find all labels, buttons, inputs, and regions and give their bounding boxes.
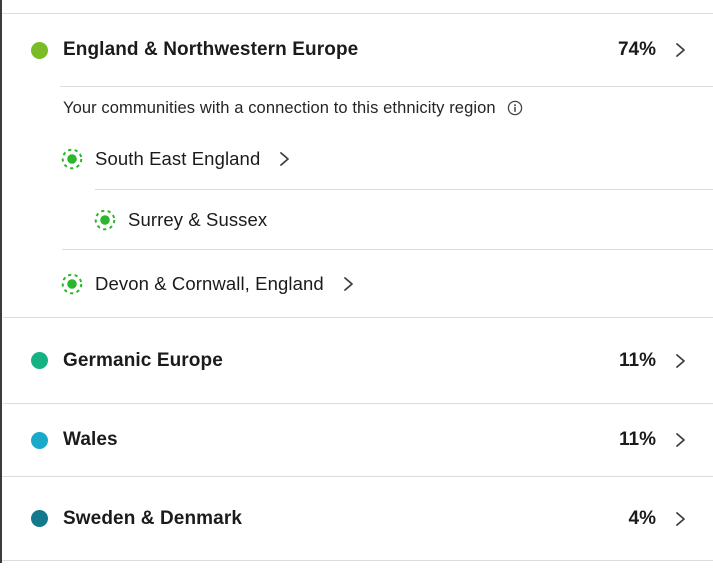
region-percent: 11% [619,349,656,371]
community-dashed-dot-icon [61,148,83,170]
community-row-surrey-sussex[interactable]: Surrey & Sussex [0,190,713,249]
region-percent: 11% [619,429,656,450]
community-row-south-east-england[interactable]: South East England [0,129,713,189]
divider [60,86,713,87]
top-spacer [0,0,713,13]
community-name: Surrey & Sussex [128,208,268,230]
communities-note-label: Your communities with a connection to th… [63,98,496,117]
region-color-dot [31,431,48,449]
region-percent: 4% [628,507,656,529]
panel-left-border [0,0,2,563]
region-row-wales[interactable]: Wales 11% [0,404,713,476]
chevron-right-icon [280,152,290,166]
divider [3,317,713,318]
region-color-dot [31,41,48,59]
region-name: Sweden & Denmark [63,507,242,529]
communities-note-row: Your communities with a connection to th… [0,87,713,129]
divider [0,560,713,561]
community-name: Devon & Cornwall, England [95,272,324,294]
region-percent: 74% [617,39,656,60]
chevron-right-icon [676,43,685,57]
info-circle-icon[interactable] [507,100,523,116]
community-dashed-dot-icon [94,209,116,230]
divider [0,13,713,14]
region-name: Germanic Europe [63,349,223,371]
community-dashed-dot-icon [61,273,83,294]
chevron-right-icon [676,511,685,526]
chevron-right-icon [676,433,685,447]
region-name: England & Northwestern Europe [63,39,359,60]
region-name: Wales [63,429,118,450]
divider [0,476,713,477]
region-row-sweden-denmark[interactable]: Sweden & Denmark 4% [0,477,713,560]
region-color-dot [31,510,48,527]
community-name: South East England [95,148,261,169]
divider [3,403,713,404]
divider [95,189,713,190]
chevron-right-icon [343,276,353,291]
community-row-devon-cornwall-england[interactable]: Devon & Cornwall, England [0,250,713,317]
region-color-dot [31,352,48,369]
divider [62,249,713,250]
region-row-england-northwestern-europe[interactable]: England & Northwestern Europe 74% [0,14,713,86]
region-row-germanic-europe[interactable]: Germanic Europe 11% [0,318,713,403]
chevron-right-icon [676,353,685,368]
